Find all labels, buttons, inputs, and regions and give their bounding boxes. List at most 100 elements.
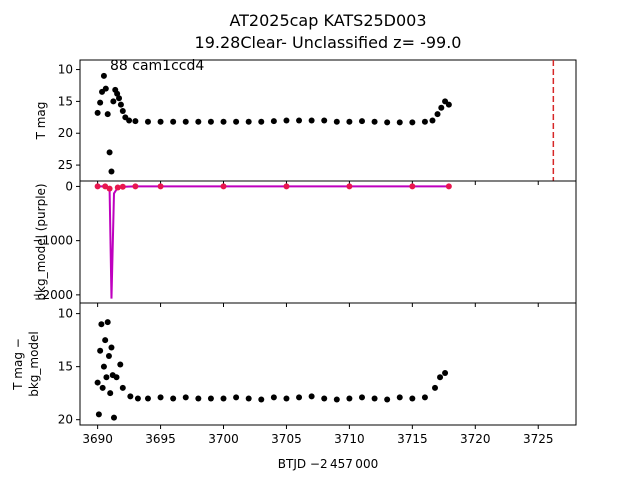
x-tick-label-6: 3720 <box>460 432 491 446</box>
y-tick-label-top-2: 20 <box>58 126 73 140</box>
data-point-top-34 <box>358 118 365 125</box>
data-point-bottom-23 <box>195 395 202 402</box>
chart-title-line2: 19.28Clear- Unclassified z= -99.0 <box>195 33 462 52</box>
data-point-top-15 <box>126 117 133 124</box>
data-point-top-16 <box>132 118 139 125</box>
data-point-bkg-2 <box>106 185 113 192</box>
data-point-bottom-4 <box>99 384 106 391</box>
data-point-top-11 <box>116 95 123 102</box>
data-point-top-32 <box>333 118 340 125</box>
y-axis-label-bottom-0: T mag − <box>11 338 25 391</box>
data-point-top-44 <box>445 101 452 108</box>
annotation-label: 88 cam1ccd4 <box>110 58 204 74</box>
data-point-bottom-0 <box>94 379 101 386</box>
data-point-bottom-22 <box>182 394 189 401</box>
data-point-top-33 <box>346 118 353 125</box>
x-tick-label-3: 3705 <box>271 432 302 446</box>
data-point-bottom-40 <box>409 395 416 402</box>
data-point-bkg-13 <box>445 183 452 190</box>
data-point-top-17 <box>144 118 151 125</box>
data-point-top-41 <box>434 111 441 118</box>
y-axis-label-middle: bkg_model (purple) <box>34 183 48 300</box>
data-point-bkg-7 <box>132 183 139 190</box>
data-point-bottom-30 <box>283 395 290 402</box>
data-point-top-27 <box>270 118 277 125</box>
data-point-bottom-27 <box>245 395 252 402</box>
data-point-top-25 <box>245 118 252 125</box>
data-point-bottom-20 <box>157 394 164 401</box>
data-point-bottom-8 <box>104 319 111 326</box>
data-point-bkg-5 <box>114 184 121 191</box>
data-point-bottom-14 <box>113 374 120 381</box>
data-point-top-7 <box>108 168 115 175</box>
data-point-bottom-42 <box>432 384 439 391</box>
data-point-top-24 <box>233 118 240 125</box>
y-tick-label-middle-1: −1000 <box>32 234 73 248</box>
data-point-top-22 <box>207 118 214 125</box>
y-axis-label-bottom-1: bkg_model <box>27 331 41 397</box>
x-tick-label-4: 3710 <box>334 432 365 446</box>
data-point-top-36 <box>384 119 391 126</box>
data-point-top-12 <box>117 101 124 108</box>
axes-frame-bottom <box>79 302 577 426</box>
series-line-bkg <box>97 185 449 299</box>
axes-frame-middle <box>79 180 577 304</box>
data-point-top-4 <box>102 85 109 92</box>
data-point-bottom-3 <box>98 321 105 328</box>
data-point-bkg-10 <box>283 183 290 190</box>
data-point-bottom-10 <box>107 390 114 397</box>
data-point-top-37 <box>396 119 403 126</box>
data-point-bottom-15 <box>117 361 124 368</box>
data-point-bottom-18 <box>134 395 141 402</box>
data-point-top-3 <box>100 72 107 79</box>
data-point-bottom-39 <box>396 394 403 401</box>
data-point-bottom-41 <box>421 394 428 401</box>
x-tick-label-2: 3700 <box>208 432 239 446</box>
y-axis-label-top: T mag <box>34 102 48 141</box>
x-tick-label-1: 3695 <box>145 432 176 446</box>
x-tick-label-0: 3690 <box>82 432 113 446</box>
data-point-bottom-35 <box>346 395 353 402</box>
data-point-bottom-32 <box>308 393 315 400</box>
data-point-top-38 <box>409 119 416 126</box>
data-point-top-29 <box>296 117 303 124</box>
panel-bottom: 10 15 20 3690 3695 3700 3705 3710 3715 3720 3725 T … <box>11 302 577 446</box>
data-point-top-8 <box>110 98 117 105</box>
data-point-bottom-1 <box>95 411 102 418</box>
data-point-bottom-7 <box>103 374 110 381</box>
data-point-bkg-0 <box>94 183 101 190</box>
data-point-bottom-16 <box>119 384 126 391</box>
data-point-top-42 <box>438 104 445 111</box>
data-point-top-21 <box>195 118 202 125</box>
data-point-bottom-2 <box>97 347 104 354</box>
data-point-top-6 <box>106 149 113 156</box>
data-point-bottom-6 <box>102 337 109 344</box>
x-tick-label-5: 3715 <box>397 432 428 446</box>
data-point-bottom-19 <box>144 395 151 402</box>
data-point-top-18 <box>157 118 164 125</box>
data-point-bottom-43 <box>437 374 444 381</box>
data-point-bkg-11 <box>346 183 353 190</box>
data-point-top-0 <box>94 109 101 116</box>
data-point-bkg-6 <box>119 183 126 190</box>
y-tick-label-bottom-0: 10 <box>58 307 73 321</box>
data-point-bottom-38 <box>384 396 391 403</box>
data-point-top-40 <box>429 117 436 124</box>
data-point-bottom-25 <box>220 395 227 402</box>
data-point-bottom-13 <box>110 414 117 421</box>
data-point-bkg-8 <box>157 183 164 190</box>
data-point-top-13 <box>119 107 126 114</box>
chart-title-line1: AT2025cap KATS25D003 <box>229 11 426 30</box>
data-point-top-28 <box>283 117 290 124</box>
data-point-top-35 <box>371 118 378 125</box>
panel-top: 10 15 20 25 T mag <box>34 59 577 185</box>
data-point-top-20 <box>182 118 189 125</box>
data-point-bottom-21 <box>170 395 177 402</box>
x-axis-label: BTJD −2 457 000 <box>278 457 378 471</box>
data-point-bottom-17 <box>127 393 134 400</box>
data-point-top-39 <box>421 118 428 125</box>
y-tick-label-bottom-1: 15 <box>58 360 73 374</box>
data-point-bottom-34 <box>333 396 340 403</box>
